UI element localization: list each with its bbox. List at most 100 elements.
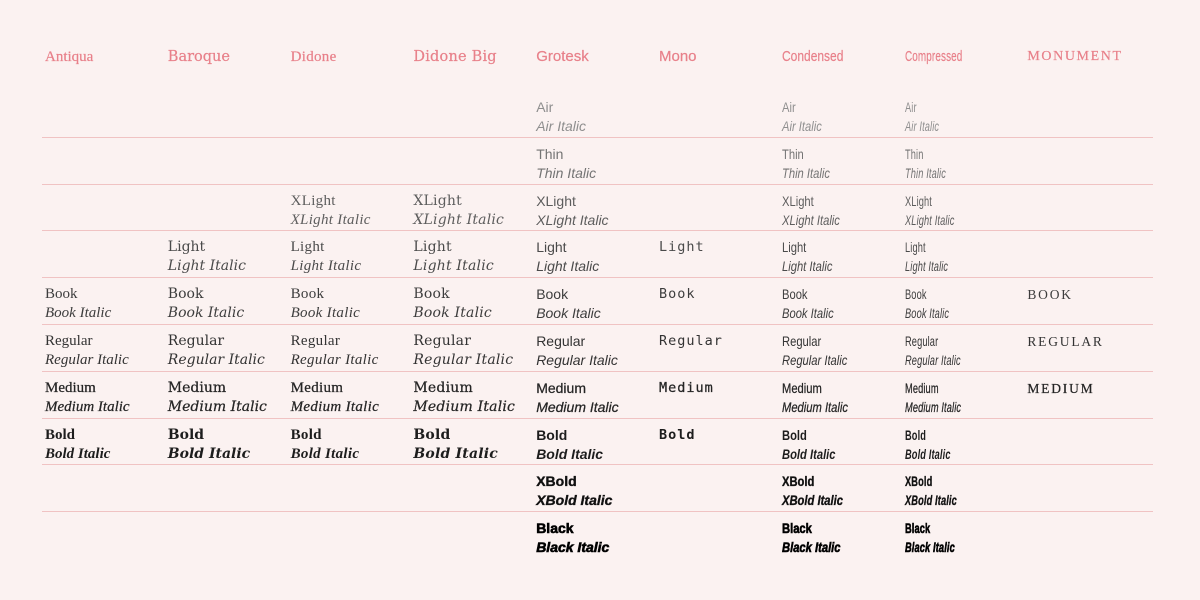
style-name-compressed-medium-italic: Medium Italic [904,398,961,415]
style-name-compressed-xlight-italic: XLight Italic [904,211,955,228]
style-name-antiqua-book-italic: Book Italic [45,305,112,322]
cell-baroque-bold: Bold Bold Italic [168,426,291,465]
style-name-grotesk-regular-roman: Regular [536,332,586,349]
style-name-grotesk-air-italic: Air Italic [536,118,586,134]
style-name-compressed-black-roman: Black [904,520,930,537]
style-name-didone-big-bold-roman: Bold [413,426,451,443]
cell-didone-big-air [413,98,536,137]
cell-mono-air [659,98,782,137]
style-name-didone-big-medium-roman: Medium [413,379,473,396]
cell-baroque-black [168,519,291,559]
cell-baroque-medium: Medium Medium Italic [168,379,291,418]
style-name-grotesk-xlight-italic: XLight Italic [536,211,609,228]
cell-mono-xbold [659,472,782,511]
cell-mono-thin [659,145,782,184]
cell-antiqua-xlight [45,192,168,231]
style-name-baroque-light-italic: Light Italic [167,258,246,275]
style-name-grotesk-xbold-italic: XBold Italic [536,492,613,509]
cell-didone-big-medium: Medium Medium Italic [413,379,536,418]
column-header-baroque: Baroque [167,49,230,65]
cell-compressed-black: Black Black Italic [904,519,1028,559]
cell-baroque-light: Light Light Italic [168,238,291,277]
style-name-condensed-xbold-roman: XBold [781,473,815,490]
weight-row-medium: Medium Medium Italic Medium Medium Italic Me… [42,372,1153,419]
specimen-table: Air Air Italic Air Air Italic Air Air Italic T… [42,91,1153,559]
cell-condensed-xlight: XLight XLight Italic [782,192,905,231]
style-name-condensed-regular-italic: Regular Italic [781,351,848,368]
cell-mono-book: Book [659,285,782,324]
style-name-antiqua-medium-italic: Medium Italic [45,398,130,415]
cell-grotesk-xbold: XBold XBold Italic [536,472,659,511]
cell-condensed-medium: Medium Medium Italic [782,379,905,418]
cell-antiqua-black [45,519,168,559]
style-name-condensed-medium-italic: Medium Italic [781,398,848,415]
style-name-didone-light-italic: Light Italic [290,258,362,275]
column-header-condensed: Condensed [781,48,844,65]
style-name-didone-big-medium-italic: Medium Italic [413,398,516,415]
column-header-monument: MONUMENT [1027,49,1123,64]
cell-monument-light [1027,238,1150,277]
style-name-compressed-xbold-roman: XBold [904,473,932,490]
cell-didone-big-xlight: XLight XLight Italic [413,192,536,231]
style-name-didone-big-light-roman: Light [413,239,452,256]
style-name-grotesk-thin-roman: Thin [536,145,564,162]
weight-row-bold: Bold Bold Italic Bold Bold Italic Bold Bold I… [42,419,1153,466]
cell-compressed-xbold: XBold XBold Italic [904,472,1028,511]
cell-didone-xbold [291,472,414,511]
style-name-didone-big-light-italic: Light Italic [413,258,494,275]
cell-mono-bold: Bold [659,426,782,465]
style-name-condensed-light-italic: Light Italic [781,258,833,275]
column-header-compressed: Compressed [904,48,963,65]
cell-baroque-regular: Regular Regular Italic [168,332,291,371]
style-name-baroque-book-italic: Book Italic [167,305,245,322]
weight-row-xbold: XBold XBold Italic XBold XBold Italic XBold X… [42,465,1153,513]
cell-monument-bold [1027,426,1150,465]
style-name-compressed-black-italic: Black Italic [904,539,955,556]
style-name-didone-big-bold-italic: Bold Italic [413,445,498,462]
weight-row-air: Air Air Italic Air Air Italic Air Air Italic [42,91,1153,138]
style-name-grotesk-black-roman: Black [536,520,574,537]
style-name-didone-big-regular-italic: Regular Italic [413,351,514,368]
style-name-baroque-regular-roman: Regular [167,332,225,349]
cell-mono-black [659,519,782,559]
style-name-compressed-book-italic: Book Italic [904,305,949,322]
weight-row-xlight: XLight XLight Italic XLight XLight Italic XL… [42,185,1153,232]
style-name-grotesk-thin-italic: Thin Italic [536,164,597,181]
style-name-grotesk-medium-italic: Medium Italic [536,398,619,415]
cell-condensed-air: Air Air Italic [782,98,905,137]
style-name-didone-big-regular-roman: Regular [413,332,472,349]
style-name-mono-book-roman: Book [658,286,696,303]
style-name-condensed-thin-italic: Thin Italic [781,164,830,181]
style-name-grotesk-book-roman: Book [536,286,569,303]
style-name-compressed-light-roman: Light [904,239,926,256]
style-name-grotesk-xlight-roman: XLight [536,192,576,209]
style-name-compressed-xlight-roman: XLight [904,192,932,209]
style-name-baroque-regular-italic: Regular Italic [167,351,265,368]
cell-didone-book: Book Book Italic [291,285,414,324]
cell-didone-regular: Regular Regular Italic [291,332,414,371]
style-name-didone-book-italic: Book Italic [290,305,361,322]
cell-compressed-air: Air Air Italic [905,98,1028,137]
cell-baroque-book: Book Book Italic [168,285,291,324]
style-name-condensed-xlight-italic: XLight Italic [781,211,840,228]
cell-antiqua-air [45,98,168,137]
style-name-condensed-bold-italic: Bold Italic [781,445,836,462]
cell-mono-medium: Medium [659,379,782,418]
style-name-condensed-xbold-italic: XBold Italic [781,492,843,509]
style-name-didone-book-roman: Book [290,286,325,303]
cell-baroque-thin [168,145,291,184]
style-name-compressed-light-italic: Light Italic [904,258,948,275]
style-name-compressed-book-roman: Book [904,286,927,303]
weight-row-black: Black Black Italic Black Black Italic Black B… [42,512,1153,559]
cell-antiqua-thin [45,145,168,184]
style-name-grotesk-air-roman: Air [536,99,554,115]
style-name-grotesk-regular-italic: Regular Italic [536,351,618,368]
style-name-compressed-medium-roman: Medium [904,379,939,396]
weight-row-regular: Regular Regular Italic Regular Regular Ital… [42,325,1153,372]
cell-antiqua-light [45,238,168,277]
cell-compressed-light: Light Light Italic [905,238,1028,277]
style-name-grotesk-bold-italic: Bold Italic [536,445,604,462]
style-name-didone-regular-italic: Regular Italic [290,351,379,368]
style-name-baroque-book-roman: Book [167,286,204,303]
